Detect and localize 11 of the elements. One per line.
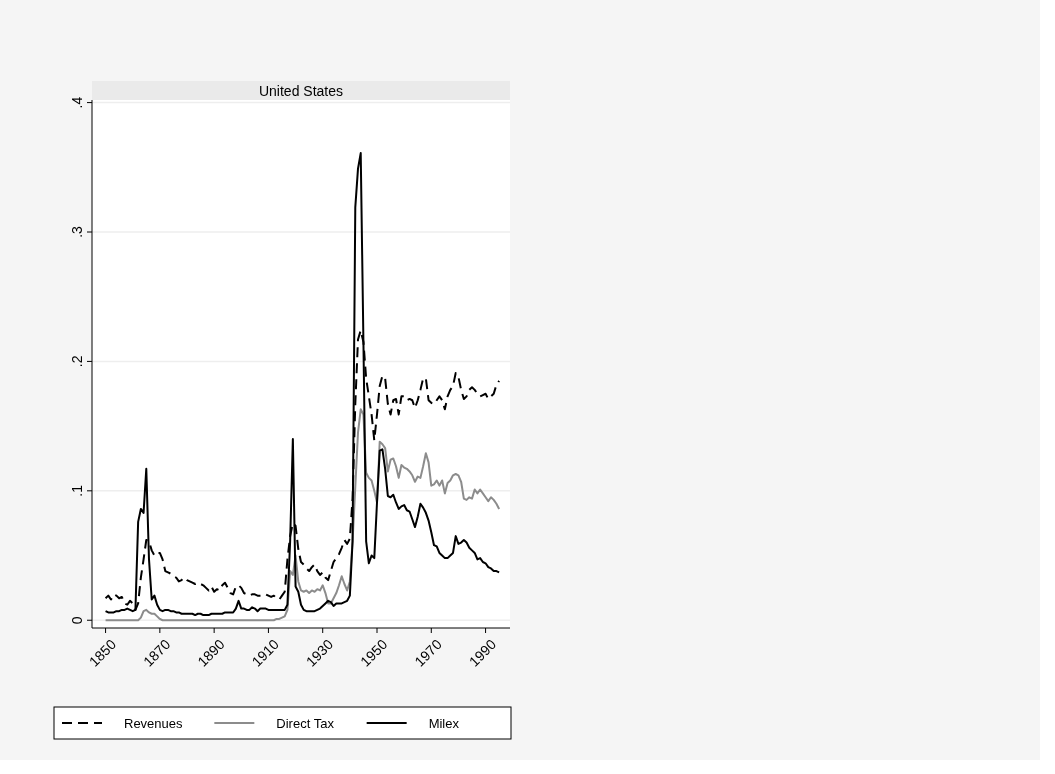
line-series [104, 408, 501, 622]
y-tick-label: .3 [69, 225, 85, 238]
y-tick-label: 0 [69, 616, 85, 625]
chart-title: United States [258, 83, 344, 99]
y-tick-label: .2 [69, 355, 85, 368]
line-series [104, 152, 501, 617]
legend-label: Revenues [124, 716, 184, 731]
y-tick-label: .4 [69, 96, 85, 109]
y-tick-label: .1 [69, 484, 85, 497]
legend-label: Direct Tax [276, 716, 335, 731]
legend-label: Milex [428, 716, 460, 731]
